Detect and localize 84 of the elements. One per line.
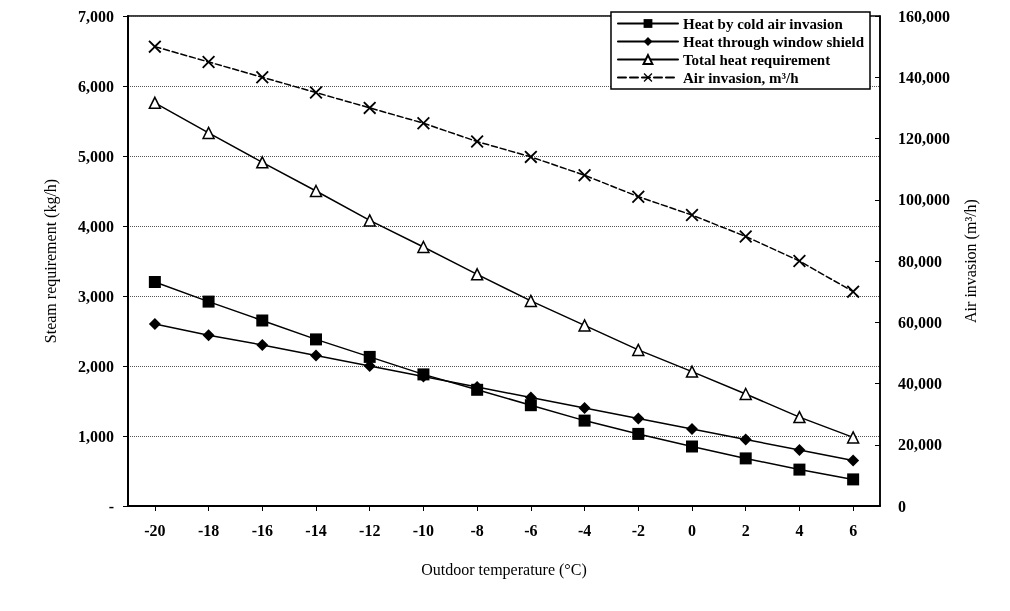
- legend-label: Air invasion, m³/h: [682, 69, 800, 86]
- y-axis-title: Steam requirement (kg/h): [41, 178, 60, 344]
- point: [310, 349, 322, 362]
- y-tick-label: 2,000: [78, 357, 114, 375]
- x-tick-label: -2: [631, 521, 645, 539]
- point: [686, 423, 698, 435]
- x-tick-label: 6: [849, 521, 858, 539]
- point: [739, 387, 752, 401]
- point: [524, 294, 538, 308]
- y-tick-label: -: [108, 497, 114, 515]
- x-tick-label: 2: [741, 521, 750, 539]
- point: [632, 343, 645, 357]
- y-tick-label: 4,000: [78, 217, 114, 235]
- y2-tick-label: 20,000: [898, 436, 942, 454]
- point: [847, 454, 860, 467]
- point: [310, 333, 322, 346]
- y2-tick-label: 0: [898, 497, 906, 515]
- point: [739, 433, 752, 446]
- x-tick-label: -12: [359, 521, 381, 539]
- y2-tick-label: 160,000: [898, 7, 950, 25]
- x-tick-label: -6: [524, 521, 538, 539]
- point: [255, 70, 269, 84]
- x-tick-label: -10: [412, 521, 435, 539]
- y-tick-label: 1,000: [78, 427, 114, 445]
- point: [363, 350, 376, 363]
- point: [686, 440, 698, 453]
- point: [256, 314, 269, 327]
- point: [793, 463, 806, 476]
- x-tick-label: -8: [470, 521, 484, 539]
- point: [685, 208, 699, 222]
- y-tick-label: 7,000: [78, 7, 114, 25]
- x-tick-label: -20: [144, 521, 166, 539]
- point: [470, 135, 484, 149]
- point: [417, 240, 430, 254]
- point: [524, 150, 538, 164]
- point: [202, 295, 215, 308]
- point: [416, 116, 430, 130]
- x-tick-label: -18: [197, 521, 220, 539]
- x-axis-title: Outdoor temperature (°C): [421, 560, 587, 579]
- y-tick-label: 6,000: [78, 77, 114, 95]
- y2-tick-label: 140,000: [898, 68, 950, 86]
- y2-tick-label: 80,000: [898, 252, 942, 270]
- point: [632, 412, 645, 425]
- point: [256, 339, 269, 351]
- point: [739, 452, 752, 465]
- point: [148, 96, 162, 110]
- point: [578, 168, 592, 182]
- y2-tick-label: 100,000: [898, 191, 950, 209]
- y2-tick-label: 120,000: [898, 130, 950, 147]
- point: [148, 40, 162, 54]
- y2-axis-title: Air invasion (m³/h): [961, 199, 980, 323]
- x-tick-label: -16: [251, 521, 273, 539]
- point: [256, 156, 269, 169]
- y-tick-label: 3,000: [78, 287, 114, 305]
- point: [363, 214, 376, 227]
- legend-label: Heat by cold air invasion: [682, 15, 844, 32]
- x-tick-label: 4: [795, 521, 804, 539]
- point: [363, 101, 377, 115]
- point: [793, 444, 806, 456]
- point: [578, 402, 591, 414]
- point: [739, 230, 753, 243]
- x-tick-label: -4: [577, 521, 592, 539]
- legend-label: Total heat requirement: [682, 51, 831, 68]
- point: [148, 318, 161, 330]
- point: [847, 473, 860, 486]
- point: [631, 190, 645, 204]
- point: [309, 184, 323, 198]
- point: [470, 268, 484, 281]
- y2-tick-label: 60,000: [898, 313, 942, 331]
- x-tick-label: 0: [688, 521, 696, 539]
- point: [578, 414, 591, 427]
- point: [202, 126, 215, 140]
- point: [846, 285, 860, 299]
- point: [148, 276, 161, 288]
- x-tick-label: -14: [305, 521, 327, 539]
- y-tick-label: 5,000: [78, 147, 114, 165]
- point: [202, 329, 215, 342]
- point: [632, 427, 645, 440]
- point: [793, 410, 806, 424]
- point: [846, 431, 860, 444]
- legend-label: Heat through window shield: [682, 33, 865, 50]
- point: [578, 319, 591, 332]
- point: [685, 365, 699, 378]
- y2-tick-label: 40,000: [898, 375, 942, 392]
